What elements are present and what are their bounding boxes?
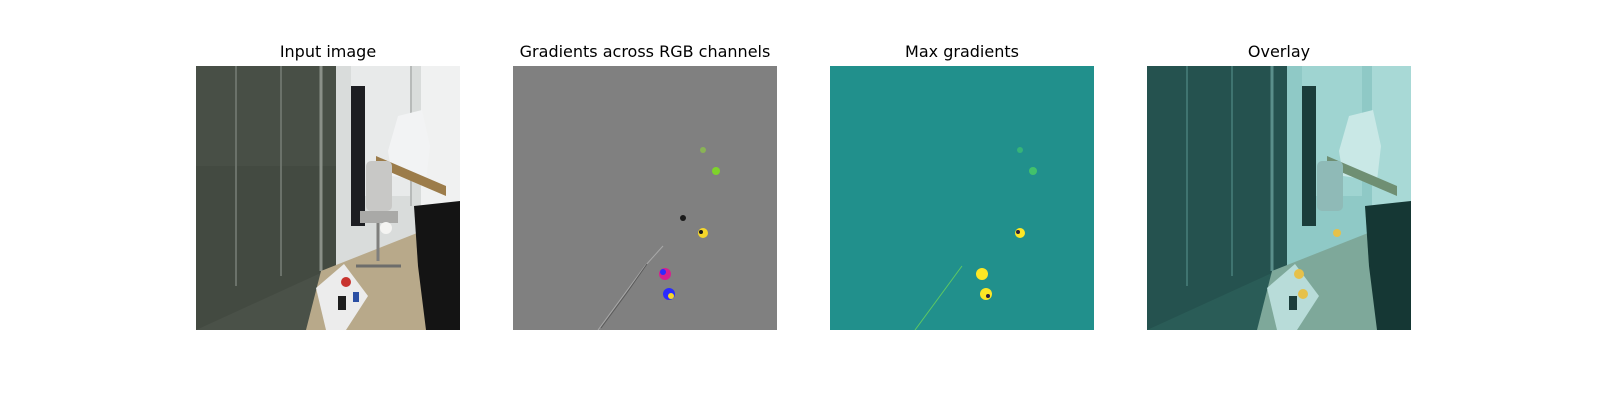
- input-image-panel: Input image: [196, 0, 460, 400]
- rgb-gradients-panel: Gradients across RGB channels: [513, 0, 777, 400]
- max-gradients-image: [830, 66, 1094, 330]
- overlay-panel: Overlay: [1147, 0, 1411, 400]
- max-gradients-panel: Max gradients: [830, 0, 1094, 400]
- input-image: [196, 66, 460, 330]
- overlay-image: [1147, 66, 1411, 330]
- rgb-gradients-image: [513, 66, 777, 330]
- panel-title: Gradients across RGB channels: [519, 42, 771, 61]
- panel-title: Input image: [279, 42, 377, 61]
- panel-title: Overlay: [1247, 42, 1311, 61]
- panel-title: Max gradients: [905, 42, 1019, 61]
